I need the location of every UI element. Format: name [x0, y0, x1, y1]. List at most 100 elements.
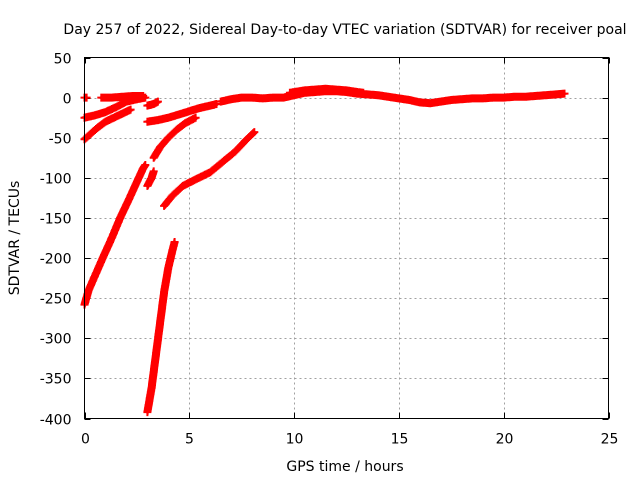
data-point: [313, 88, 317, 92]
data-point: [89, 132, 93, 136]
data-point: [143, 163, 147, 167]
series-arc-deep-3: [143, 238, 179, 417]
data-point: [93, 113, 97, 117]
data-point: [120, 112, 124, 116]
data-point: [135, 180, 139, 184]
data-point: [334, 88, 338, 92]
data-point: [208, 104, 212, 108]
data-point: [104, 110, 107, 114]
data-point: [397, 96, 401, 100]
data-point: [104, 120, 107, 124]
data-point: [166, 136, 170, 140]
data-point: [171, 248, 174, 252]
data-point: [181, 184, 185, 188]
series-arc-curve-3: [149, 113, 200, 162]
data-point: [198, 106, 202, 110]
data-point: [533, 94, 537, 98]
data-point: [156, 118, 160, 122]
data-point: [141, 94, 145, 98]
data-point: [187, 109, 191, 113]
data-point: [145, 184, 149, 188]
y-tick-label: -400: [40, 413, 72, 429]
data-point: [112, 116, 116, 120]
y-axis-label: SDTVAR / TECUs: [7, 181, 23, 296]
data-point: [131, 94, 135, 98]
data-point: [166, 116, 170, 120]
y-axis-ticks: 50 0 -50 -100 -150 -200 -250 -300 -350 -400: [40, 52, 609, 429]
data-point: [127, 198, 130, 202]
y-tick-label: -50: [49, 132, 72, 148]
data-point: [502, 96, 506, 100]
data-point: [491, 96, 495, 100]
x-tick-label: 5: [185, 432, 194, 448]
data-marker-trace: [160, 128, 259, 210]
data-point: [229, 97, 233, 101]
data-point: [194, 116, 198, 120]
series-arc-steep-left: [80, 161, 150, 309]
data-point: [145, 410, 149, 414]
x-tick-label: 15: [391, 432, 409, 448]
data-point: [166, 266, 170, 270]
data-point: [124, 100, 128, 104]
x-tick-label: 0: [81, 432, 90, 448]
data-point: [439, 100, 443, 104]
data-point: [240, 96, 244, 100]
data-point: [271, 96, 275, 100]
data-point: [261, 96, 265, 100]
data-marker-trace: [80, 161, 150, 309]
data-point: [355, 90, 359, 94]
x-axis-label: GPS time / hours: [286, 459, 403, 475]
y-tick-label: -200: [40, 252, 72, 268]
data-point: [523, 95, 527, 99]
x-tick-label: 20: [496, 432, 514, 448]
x-axis-ticks: 0 5 10 15 20 25: [81, 57, 619, 448]
data-point: [418, 100, 422, 104]
data-point: [87, 288, 91, 292]
data-point: [110, 236, 114, 240]
data-point: [554, 92, 558, 96]
data-point: [162, 290, 166, 294]
data-point: [152, 169, 156, 173]
data-point: [177, 113, 181, 116]
data-point: [252, 130, 256, 134]
series-arc-near-3: [143, 97, 162, 110]
data-point: [361, 91, 365, 95]
data-points: [80, 84, 569, 417]
y-tick-label: -300: [40, 332, 72, 348]
data-point: [233, 149, 237, 153]
data-point: [175, 128, 179, 132]
data-point: [221, 160, 225, 164]
data-point: [386, 95, 390, 99]
data-point: [154, 354, 158, 358]
data-point: [118, 216, 122, 220]
grid: [84, 57, 609, 419]
data-point: [215, 102, 218, 106]
series-arc-main-band: [285, 84, 368, 97]
data-point: [250, 96, 254, 100]
data-point: [481, 96, 485, 100]
data-point: [449, 98, 453, 102]
data-point: [544, 93, 548, 97]
data-point: [376, 93, 380, 97]
series-arc-top-band: [97, 92, 148, 102]
y-tick-label: 50: [54, 52, 72, 68]
data-point: [282, 96, 286, 100]
data-point: [244, 138, 248, 142]
x-tick-label: 10: [286, 432, 304, 448]
data-point: [95, 126, 99, 130]
series-arc-main: [216, 87, 569, 108]
series-arc-small-3: [143, 167, 158, 190]
data-marker-trace: [216, 87, 569, 108]
data-point: [428, 101, 432, 105]
data-point: [129, 108, 133, 112]
data-point: [85, 96, 89, 100]
data-point: [162, 204, 166, 208]
data-point: [120, 95, 124, 99]
x-tick-label: 25: [601, 432, 619, 448]
data-point: [101, 255, 105, 258]
data-point: [158, 322, 162, 326]
data-point: [110, 96, 114, 100]
y-tick-label: -350: [40, 372, 72, 388]
data-marker-trace: [143, 238, 179, 417]
data-point: [114, 105, 118, 109]
